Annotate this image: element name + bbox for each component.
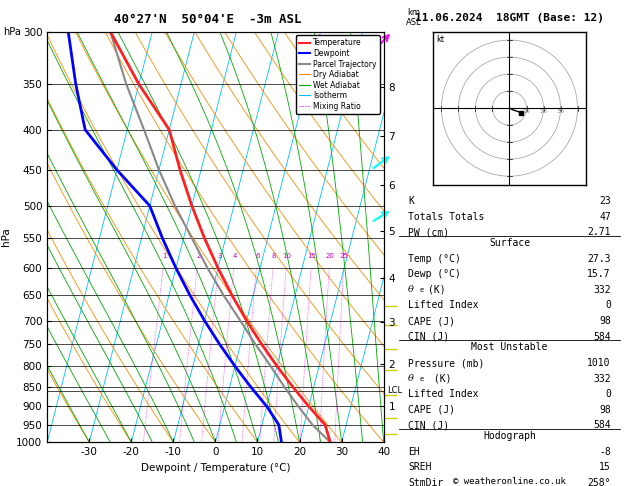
- Text: 15.7: 15.7: [587, 269, 611, 279]
- Text: 30: 30: [557, 109, 564, 114]
- Text: 10: 10: [282, 254, 292, 260]
- Text: Temp (°C): Temp (°C): [408, 254, 461, 264]
- Text: 20: 20: [540, 109, 547, 114]
- Text: CIN (J): CIN (J): [408, 420, 449, 431]
- Legend: Temperature, Dewpoint, Parcel Trajectory, Dry Adiabat, Wet Adiabat, Isotherm, Mi: Temperature, Dewpoint, Parcel Trajectory…: [296, 35, 380, 114]
- Text: LCL: LCL: [387, 386, 402, 395]
- Text: Most Unstable: Most Unstable: [471, 343, 548, 352]
- Text: Surface: Surface: [489, 238, 530, 248]
- Text: (K): (K): [428, 374, 452, 383]
- Text: Totals Totals: Totals Totals: [408, 211, 484, 222]
- Text: 27.3: 27.3: [587, 254, 611, 264]
- Text: Dewp (°C): Dewp (°C): [408, 269, 461, 279]
- Text: 332: 332: [593, 285, 611, 295]
- Text: CIN (J): CIN (J): [408, 331, 449, 342]
- Text: km
ASL: km ASL: [406, 8, 422, 28]
- Text: kt: kt: [437, 35, 445, 44]
- Text: 98: 98: [599, 405, 611, 415]
- Text: e: e: [420, 287, 423, 293]
- Text: 11.06.2024  18GMT (Base: 12): 11.06.2024 18GMT (Base: 12): [415, 13, 604, 23]
- Text: PW (cm): PW (cm): [408, 227, 449, 237]
- Text: K: K: [408, 196, 414, 206]
- Text: StmDir: StmDir: [408, 478, 443, 486]
- Text: CAPE (J): CAPE (J): [408, 405, 455, 415]
- Text: 332: 332: [593, 374, 611, 383]
- Text: 0: 0: [605, 300, 611, 311]
- Text: Hodograph: Hodograph: [483, 431, 536, 441]
- Text: 25: 25: [340, 254, 348, 260]
- Text: 258°: 258°: [587, 478, 611, 486]
- Text: 2: 2: [196, 254, 201, 260]
- Text: 584: 584: [593, 331, 611, 342]
- Text: Lifted Index: Lifted Index: [408, 389, 479, 399]
- Text: 0: 0: [605, 389, 611, 399]
- Text: θ: θ: [408, 374, 414, 382]
- Text: hPa: hPa: [3, 27, 21, 37]
- Text: 47: 47: [599, 211, 611, 222]
- Text: Pressure (mb): Pressure (mb): [408, 358, 484, 368]
- Y-axis label: hPa: hPa: [1, 227, 11, 246]
- Text: θ: θ: [408, 285, 414, 294]
- Text: 10: 10: [523, 109, 530, 114]
- Text: 1: 1: [162, 254, 167, 260]
- Text: 15: 15: [599, 463, 611, 472]
- Text: 23: 23: [599, 196, 611, 206]
- Text: 3: 3: [217, 254, 221, 260]
- Text: 1010: 1010: [587, 358, 611, 368]
- Text: 6: 6: [255, 254, 260, 260]
- Text: e: e: [420, 376, 423, 382]
- Text: SREH: SREH: [408, 463, 431, 472]
- Text: © weatheronline.co.uk: © weatheronline.co.uk: [453, 477, 566, 486]
- Text: 98: 98: [599, 316, 611, 326]
- Text: Lifted Index: Lifted Index: [408, 300, 479, 311]
- Text: 4: 4: [233, 254, 237, 260]
- Text: 584: 584: [593, 420, 611, 431]
- Text: -8: -8: [599, 447, 611, 457]
- Text: 15: 15: [308, 254, 316, 260]
- Text: 8: 8: [272, 254, 276, 260]
- Text: (K): (K): [428, 285, 446, 295]
- Text: EH: EH: [408, 447, 420, 457]
- Text: 40°27'N  50°04'E  -3m ASL: 40°27'N 50°04'E -3m ASL: [114, 13, 301, 26]
- Text: 20: 20: [326, 254, 335, 260]
- Text: CAPE (J): CAPE (J): [408, 316, 455, 326]
- X-axis label: Dewpoint / Temperature (°C): Dewpoint / Temperature (°C): [141, 463, 290, 473]
- Text: 2.71: 2.71: [587, 227, 611, 237]
